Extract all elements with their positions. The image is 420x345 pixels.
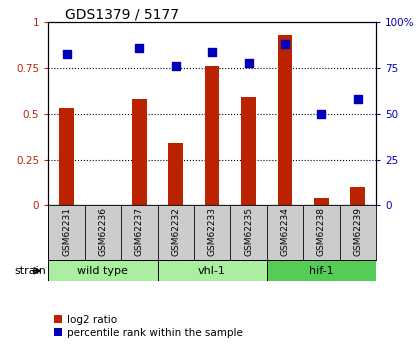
Bar — [267, 260, 376, 281]
Text: vhl-1: vhl-1 — [198, 266, 226, 276]
Text: GDS1379 / 5177: GDS1379 / 5177 — [65, 7, 178, 21]
Text: GSM62231: GSM62231 — [62, 207, 71, 256]
Bar — [314, 198, 328, 205]
Legend: log2 ratio, percentile rank within the sample: log2 ratio, percentile rank within the s… — [53, 315, 243, 338]
Text: GSM62232: GSM62232 — [171, 207, 180, 256]
Text: GSM62234: GSM62234 — [281, 207, 289, 256]
Text: GSM62235: GSM62235 — [244, 207, 253, 256]
Point — [245, 60, 252, 66]
Bar — [168, 143, 183, 205]
Bar — [132, 99, 147, 205]
Text: hif-1: hif-1 — [309, 266, 333, 276]
Text: GSM62236: GSM62236 — [98, 207, 108, 256]
Text: GSM62239: GSM62239 — [353, 207, 362, 256]
Bar — [48, 260, 158, 281]
Bar — [278, 35, 292, 205]
Point — [281, 42, 288, 47]
Text: GSM62238: GSM62238 — [317, 207, 326, 256]
Point — [209, 49, 215, 55]
Bar — [241, 97, 256, 205]
Point — [136, 45, 143, 51]
Text: strain: strain — [14, 266, 46, 276]
Point — [318, 111, 325, 117]
Bar — [158, 260, 267, 281]
Bar — [350, 187, 365, 205]
Text: wild type: wild type — [77, 266, 129, 276]
Text: GSM62237: GSM62237 — [135, 207, 144, 256]
Bar — [205, 66, 219, 205]
Point — [354, 97, 361, 102]
Point — [172, 63, 179, 69]
Bar — [59, 108, 74, 205]
Point — [63, 51, 70, 56]
Text: GSM62233: GSM62233 — [207, 207, 217, 256]
